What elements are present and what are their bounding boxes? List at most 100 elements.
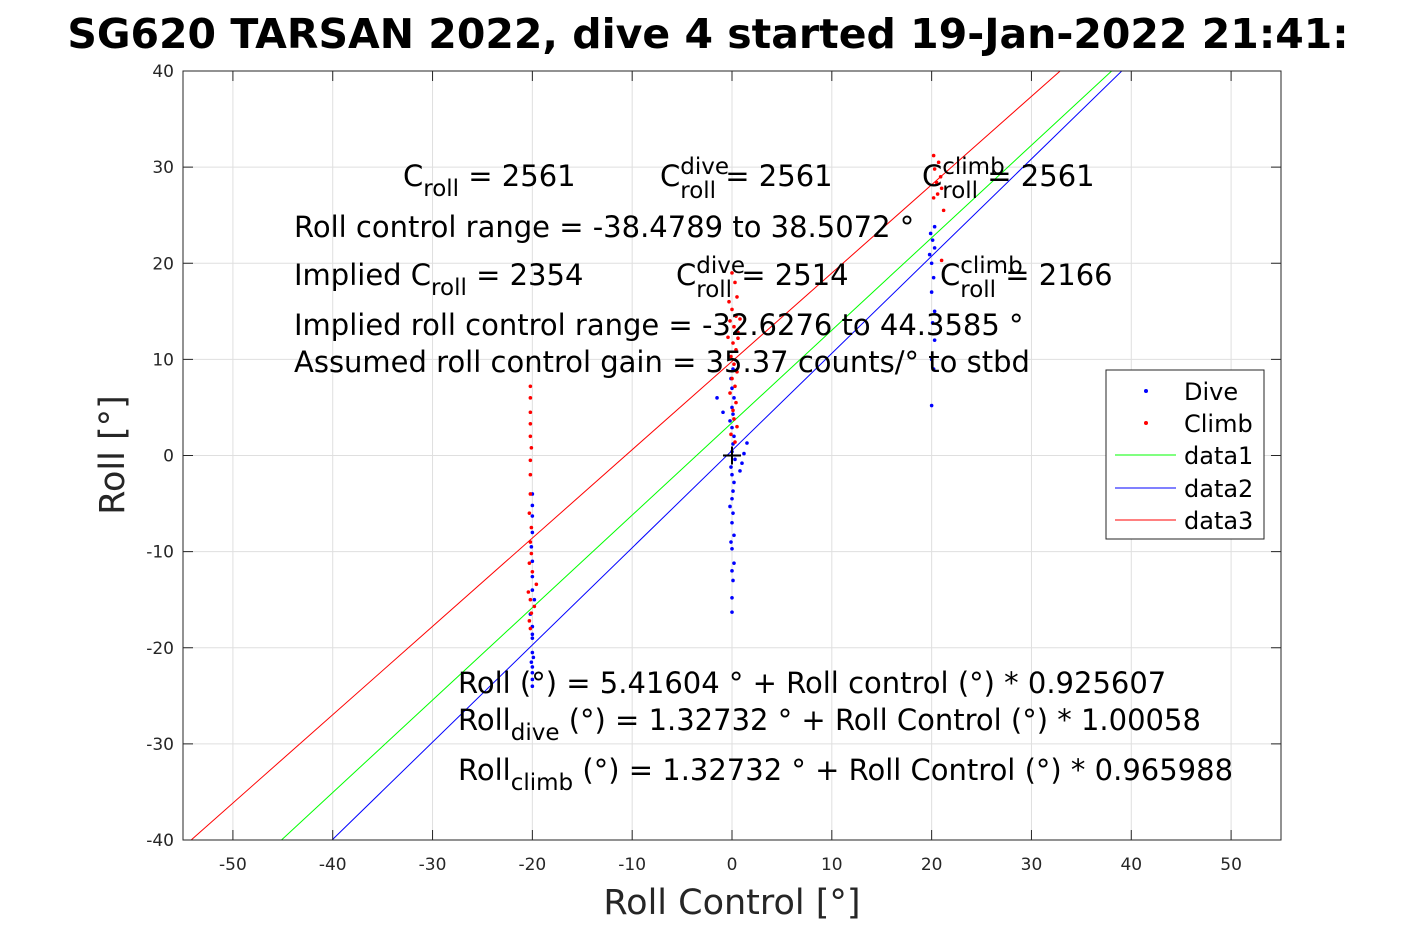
dive-point [738,469,742,473]
dive-point [733,457,737,462]
y-tick-label: 20 [152,254,174,274]
annotation-c_roll_climb-sub: roll [942,178,978,204]
annotation-c_roll_dive-sup: dive [680,154,729,180]
dive-point [530,670,535,675]
climb-point [528,396,533,400]
climb-point [733,280,737,285]
climb-point [938,174,943,179]
x-tick-label: -20 [518,855,546,875]
annotation-fit_dive-sub: dive [511,720,560,746]
x-tick-label: -40 [319,855,347,875]
dive-point [730,546,734,551]
dive-point [742,451,746,456]
x-axis-label: Roll Control [°] [603,883,860,923]
chart-title: SG620 TARSAN 2022, dive 4 started 19-Jan… [67,10,1348,58]
climb-point [527,561,532,565]
dive-point [931,367,936,371]
climb-point [936,160,941,165]
y-tick-label: 30 [152,158,174,178]
dive-point [730,472,734,477]
dive-point [928,231,933,236]
x-tick-label: 20 [921,855,943,875]
annotation-implied_c_roll-sub: roll [431,275,467,301]
annotation-fit_climb-rest: (°) = 1.32732 ° + Roll Control (°) * 0.9… [573,753,1233,787]
climb-point [736,336,740,341]
annotation-fit_climb-main: Roll [458,753,511,787]
dive-point [732,533,736,538]
dive-point [927,252,932,257]
y-tick-label: -10 [146,543,174,563]
fit-line-data3 [190,71,1061,840]
annotation-implied_c_dive: Cdive roll = 2514 [676,253,849,303]
climb-point [729,354,733,359]
dive-point [732,480,736,485]
dive-point [931,275,936,280]
annotation-implied_c_roll: Implied Croll = 2354 [294,258,583,301]
annotation-c_roll_climb: Cclimb roll = 2561 [922,154,1095,204]
climb-point [732,362,736,366]
dive-point [932,224,937,229]
dive-point [530,574,535,579]
dive-point [729,465,733,469]
dive-point [740,461,744,465]
annotation-fit_climb: Rollclimb (°) = 1.32732 ° + Roll Control… [458,753,1233,796]
dive-point [729,540,733,544]
climb-point [935,192,940,196]
annotation-fit_dive-main: Roll [458,703,511,737]
annotation-fit_dive: Rolldive (°) = 1.32732 ° + Roll Control … [458,703,1201,746]
legend-label-data3: data3 [1184,507,1253,535]
legend-label-data1: data1 [1184,442,1253,470]
annotation-c_roll_climb-sup: climb [942,154,1004,180]
annotation-implied_c_roll-rest: = 2354 [467,258,584,292]
annotation-fit_dive-rest: (°) = 1.32732 ° + Roll Control (°) * 1.0… [559,703,1200,737]
climb-point [528,458,533,463]
dive-point [745,441,749,445]
dive-point [730,610,734,614]
dive-point [530,665,535,669]
annotation-c_roll_dive-rest: = 2561 [716,159,833,193]
x-tick-label: -50 [219,855,247,875]
climb-point [728,391,732,395]
climb-point [734,400,738,405]
annotation-implied_c_climb-main: C [940,258,960,292]
climb-point [731,408,735,413]
dive-point [929,290,934,294]
climb-point [529,525,534,530]
climb-point [734,314,738,318]
climb-point [732,324,736,329]
crosshair [723,446,741,465]
annotation-range: Roll control range = -38.4789 to 38.5072… [294,210,914,244]
dive-point [932,338,937,342]
climb-point [528,472,533,477]
legend-marker-dive [1144,389,1148,393]
dive-point [730,595,734,600]
dive-point [730,405,734,410]
dive-point [531,655,536,660]
climb-point [931,196,936,200]
legend-label-climb: Climb [1184,410,1253,438]
dive-point [929,403,934,408]
annotation-gain: Assumed roll control gain = 35.37 counts… [294,345,1030,379]
dive-point [932,309,937,314]
climb-point [528,434,533,439]
annotation-c_roll_dive-sub: roll [680,178,716,204]
annotation-implied_c_climb: Cclimb roll = 2166 [940,253,1113,303]
annotation-implied_c_dive-sub: roll [696,277,732,303]
dive-point [731,367,735,371]
dive-point [721,410,725,415]
climb-point [528,597,533,602]
climb-point [528,540,533,544]
dive-point [731,511,735,515]
dive-point [530,514,535,518]
y-tick-label: -20 [146,639,174,659]
annotation-c_roll_dive-main: C [660,159,680,193]
dive-point [731,578,735,583]
climb-point [528,492,533,496]
annotation-c_roll_dive: Cdive roll = 2561 [660,154,833,204]
annotation-c_roll-rest: = 2561 [459,159,576,193]
dive-point [532,597,537,602]
climb-point [729,432,733,437]
climb-point [738,317,742,321]
climb-point [528,410,533,415]
climb-point [526,590,531,594]
